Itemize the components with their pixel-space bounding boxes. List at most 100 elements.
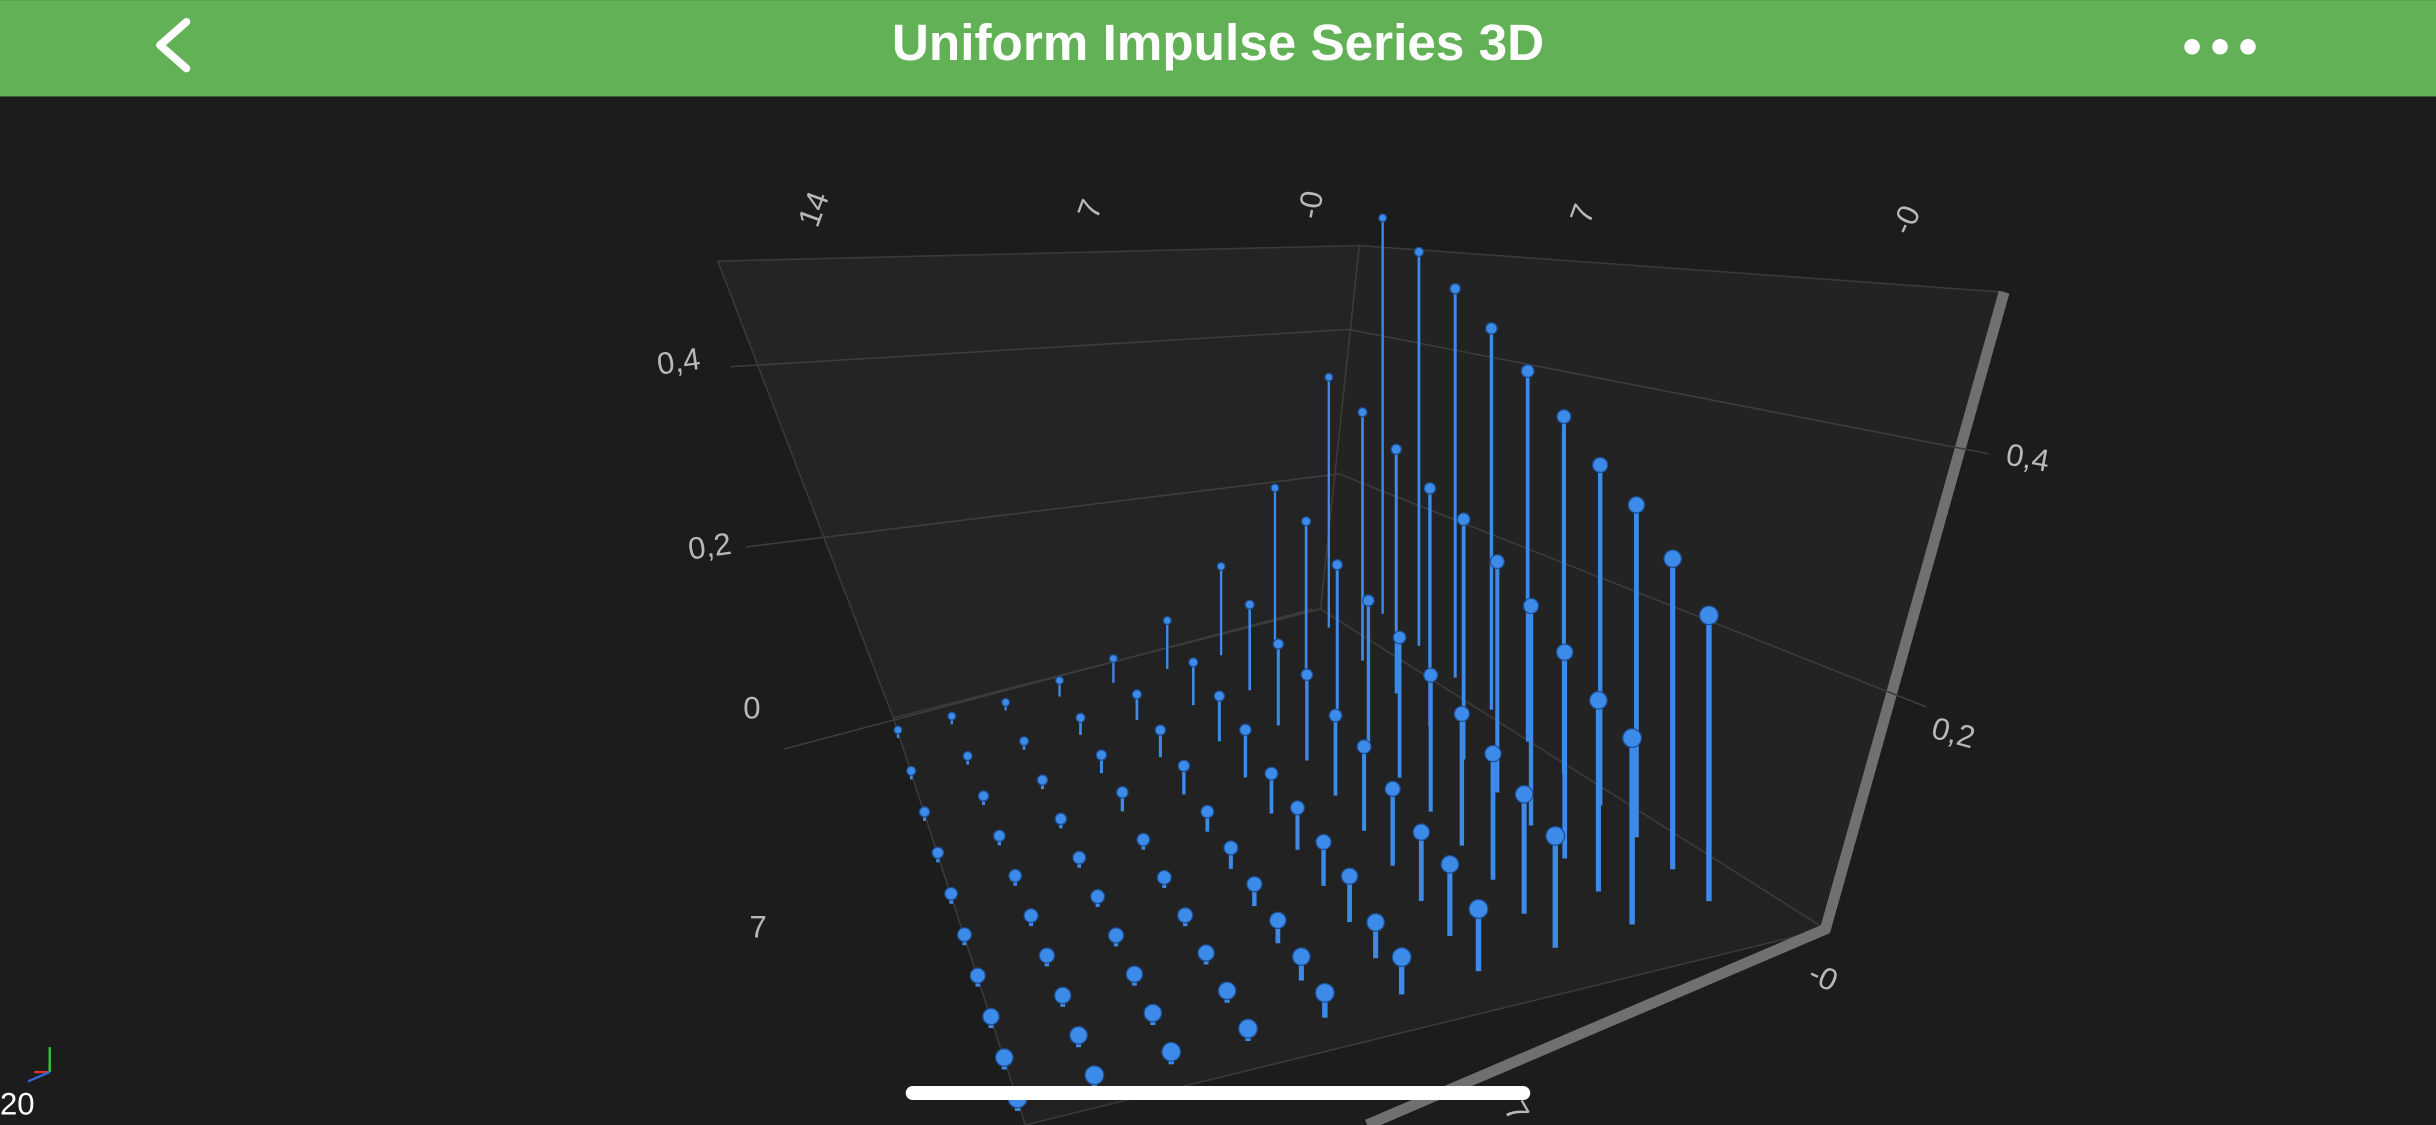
impulse-head: [944, 886, 959, 901]
impulse-head: [1357, 407, 1368, 418]
impulse-head: [1239, 723, 1252, 737]
impulse-head: [1038, 947, 1056, 964]
impulse-head: [1055, 675, 1065, 685]
impulse-head: [1161, 1041, 1182, 1062]
impulse-head: [1627, 496, 1646, 514]
impulse-head: [1154, 724, 1167, 736]
impulse-head: [1216, 561, 1226, 571]
impulse-head: [1489, 554, 1505, 570]
impulse-head: [1270, 483, 1280, 493]
grid-line: [1338, 473, 1927, 708]
impulse-head: [993, 829, 1006, 843]
impulse-head: [1698, 605, 1719, 626]
impulse-head: [1622, 728, 1643, 748]
impulse-head: [1197, 944, 1215, 962]
impulse-head: [1423, 482, 1437, 495]
axis-gizmo: [27, 1047, 51, 1083]
impulse-head: [1264, 766, 1279, 781]
impulse-head: [1663, 549, 1683, 569]
impulse-head: [1018, 736, 1030, 747]
tick-label: 0: [743, 690, 760, 725]
impulse-head: [1188, 657, 1199, 668]
dot: [2184, 38, 2200, 55]
impulse-head: [1555, 643, 1574, 661]
impulse-head: [1300, 668, 1314, 682]
impulse-head: [1036, 774, 1049, 786]
impulse-head: [1391, 947, 1412, 968]
impulse-head: [982, 1007, 1000, 1026]
plot: [893, 213, 1719, 1111]
impulse-head: [994, 1048, 1014, 1067]
impulse-head: [1238, 1018, 1258, 1039]
impulse-head: [1008, 868, 1023, 883]
grid-line: [745, 473, 1340, 548]
impulse-head: [1023, 908, 1039, 924]
impulse-head: [893, 725, 903, 735]
dot: [2212, 38, 2228, 55]
impulse-head: [1001, 697, 1011, 707]
more-button[interactable]: [2184, 38, 2256, 55]
impulse-head: [1213, 690, 1226, 702]
impulse-head: [1053, 986, 1072, 1005]
impulse-head: [1356, 739, 1372, 755]
screen-title: Uniform Impulse Series 3D: [892, 14, 1544, 71]
impulse-head: [1384, 780, 1401, 798]
impulse-head: [1162, 616, 1172, 626]
impulse-head: [1084, 1065, 1105, 1086]
impulse-head: [1456, 512, 1471, 527]
impulse-head: [956, 927, 972, 943]
impulse-head: [1131, 689, 1142, 700]
impulse-head: [931, 846, 945, 860]
impulse-head: [1315, 833, 1332, 851]
impulse-head: [1484, 744, 1502, 763]
impulse-head: [1331, 559, 1343, 571]
impulse-head: [1072, 850, 1087, 865]
impulse-head: [1200, 804, 1215, 819]
impulse-head: [1292, 947, 1311, 966]
back-button[interactable]: [156, 17, 191, 73]
grid-line: [730, 328, 1349, 368]
impulse-head: [1545, 825, 1566, 846]
impulse-head: [1378, 213, 1388, 223]
impulse-head: [1449, 282, 1461, 295]
impulse-head: [1390, 443, 1402, 456]
impulse-head: [1592, 456, 1609, 474]
impulse-head: [1116, 786, 1129, 799]
impulse-head: [1340, 867, 1359, 885]
tick-label: 0,2: [686, 526, 734, 567]
impulse-head: [1156, 869, 1172, 885]
impulse-head: [947, 711, 957, 721]
impulse-head: [1468, 899, 1489, 919]
impulse-head: [1314, 982, 1335, 1003]
impulse-head: [1453, 705, 1470, 723]
impulse-head: [1069, 1025, 1088, 1045]
impulse-head: [1177, 759, 1191, 773]
impulse-head: [969, 967, 986, 984]
home-indicator: [905, 1086, 1531, 1101]
impulse-head: [1217, 981, 1237, 1001]
impulse-head: [977, 790, 990, 802]
impulse-head: [1362, 594, 1375, 607]
impulse-head: [1423, 667, 1439, 683]
impulse-head: [1108, 654, 1118, 664]
impulse-head: [1244, 599, 1255, 610]
impulse-head: [1324, 372, 1334, 382]
impulse-head: [1054, 812, 1068, 826]
impulse-head: [1514, 784, 1534, 804]
dot: [2240, 38, 2256, 55]
axis-edge: [1365, 290, 2010, 1125]
impulse-head: [918, 806, 931, 818]
impulse-head: [1328, 708, 1343, 723]
impulse-head: [1136, 832, 1151, 847]
impulse-head: [1301, 516, 1312, 527]
impulse-head: [1392, 630, 1407, 645]
impulse-head: [1412, 823, 1431, 841]
impulse-head: [1143, 1003, 1163, 1023]
tick-label: 7: [750, 909, 767, 944]
impulse-head: [1556, 409, 1572, 425]
tick-label: 0,4: [2004, 437, 2053, 479]
impulse-head: [906, 765, 917, 777]
impulse-head: [1177, 907, 1194, 924]
